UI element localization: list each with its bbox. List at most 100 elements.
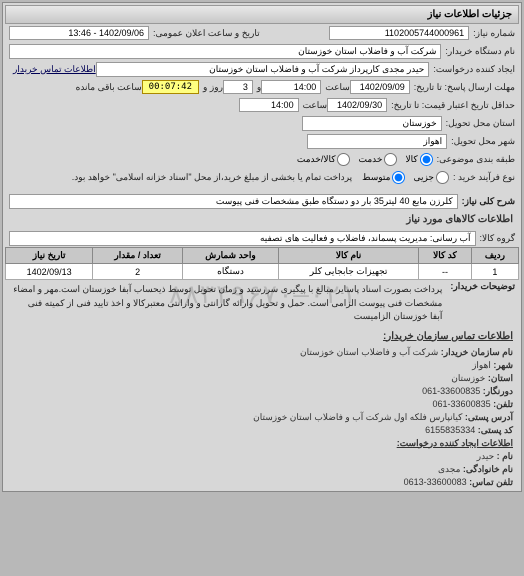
c-prov: استان: خوزستان bbox=[5, 372, 519, 385]
c-phone-k: تلفن: bbox=[493, 399, 513, 409]
row-request-number: شماره نیاز: 1102005744000961 تاریخ و ساع… bbox=[5, 24, 519, 42]
c-name-k: نام : bbox=[497, 451, 513, 461]
c-addr-k: آدرس پستی: bbox=[465, 412, 513, 422]
lbl-city: شهر محل تحویل: bbox=[447, 136, 515, 147]
c-org-k: نام سازمان خریدار: bbox=[441, 347, 513, 357]
row-notes: توضیحات خریدار: پرداخت بصورت اسناد پاسای… bbox=[5, 280, 519, 327]
lbl-buyer-device: نام دستگاه خریدار: bbox=[441, 46, 515, 57]
lbl-purchase: نوع فرآیند خرید : bbox=[449, 172, 515, 183]
radio-jozei[interactable]: جزیی bbox=[413, 171, 449, 184]
val-validity-date: 1402/09/30 bbox=[327, 98, 387, 112]
val-announce-dt: 1402/09/06 - 13:46 bbox=[9, 26, 149, 40]
lbl-hour2: ساعت bbox=[299, 100, 328, 111]
need-details-panel: جزئیات اطلاعات نیاز شماره نیاز: 11020057… bbox=[2, 2, 522, 492]
table-header-row: ردیف کد کالا نام کالا واحد شمارش تعداد /… bbox=[6, 248, 519, 264]
lbl-hour1: ساعت bbox=[321, 82, 350, 93]
c-lname-k: نام خانوادگی: bbox=[463, 464, 513, 474]
val-buyer-device: شرکت آب و فاضلاب استان خوزستان bbox=[9, 44, 441, 59]
table-row[interactable]: 1 -- تجهیزات جابجایی کلر دستگاه 2 1402/0… bbox=[6, 264, 519, 280]
row-deadline: مهلت ارسال پاسخ: تا تاریخ: 1402/09/09 سا… bbox=[5, 78, 519, 96]
radio-khedmat-lbl: خدمت bbox=[358, 154, 382, 165]
countdown-timer: 00:07:42 bbox=[142, 80, 199, 94]
c-addr-v: کیانپارس فلکه اول شرکت آب و فاضلاب استان… bbox=[253, 412, 462, 422]
radio-both-input[interactable] bbox=[337, 153, 350, 166]
th-2: نام کالا bbox=[279, 248, 419, 264]
row-buyer-device: نام دستگاه خریدار: شرکت آب و فاضلاب استا… bbox=[5, 42, 519, 60]
radio-khedmat-input[interactable] bbox=[384, 153, 397, 166]
val-requester: حیدر مجدی کارپرداز شرکت آب و فاضلاب استا… bbox=[96, 62, 430, 77]
c-addr: آدرس پستی: کیانپارس فلکه اول شرکت آب و ف… bbox=[5, 411, 519, 424]
c-fax-v: 33600835-061 bbox=[422, 386, 480, 396]
lbl-notes: توضیحات خریدار: bbox=[446, 281, 515, 292]
row-validity: حداقل تاریخ اعتبار قیمت: تا تاریخ: 1402/… bbox=[5, 96, 519, 114]
c-org-v: شرکت آب و فاضلاب استان خوزستان bbox=[300, 347, 438, 357]
c-fax: دورنگار: 33600835-061 bbox=[5, 385, 519, 398]
c-city-v: اهواز bbox=[472, 360, 491, 370]
td-0: 1 bbox=[471, 264, 518, 280]
c-postal-k: کد پستی: bbox=[478, 425, 513, 435]
c-tel: تلفن تماس: 33600083-0613 bbox=[5, 476, 519, 489]
radio-kala-lbl: کالا bbox=[405, 154, 417, 165]
td-1: -- bbox=[419, 264, 472, 280]
row-goods-group: گروه کالا: آب رسانی: مدیریت پسماند، فاضل… bbox=[5, 229, 519, 247]
row-city: شهر محل تحویل: اهواز bbox=[5, 132, 519, 150]
c-city-k: شهر: bbox=[493, 360, 513, 370]
c-fax-k: دورنگار: bbox=[483, 386, 513, 396]
c-creator-title: اطلاعات ایجاد کننده درخواست: bbox=[5, 437, 519, 450]
radio-both-lbl: کالا/خدمت bbox=[297, 154, 336, 165]
contact-section-title: اطلاعات تماس سازمان خریدار: bbox=[5, 327, 519, 346]
th-4: تعداد / مقدار bbox=[93, 248, 183, 264]
c-prov-v: خوزستان bbox=[451, 373, 485, 383]
lbl-day: و bbox=[253, 82, 261, 93]
c-name-v: حیدر bbox=[477, 451, 494, 461]
c-tel-v: 33600083-0613 bbox=[404, 477, 467, 487]
val-deadline-date: 1402/09/09 bbox=[350, 80, 410, 94]
lbl-validity: حداقل تاریخ اعتبار قیمت: تا تاریخ: bbox=[387, 100, 515, 111]
radio-jozei-lbl: جزیی bbox=[413, 172, 434, 183]
row-requester: ایجاد کننده درخواست: حیدر مجدی کارپرداز … bbox=[5, 60, 519, 78]
radio-kala[interactable]: کالا bbox=[405, 153, 432, 166]
td-2: تجهیزات جابجایی کلر bbox=[279, 264, 419, 280]
radio-kala-input[interactable] bbox=[420, 153, 433, 166]
lbl-day-suffix: روز و bbox=[199, 82, 223, 93]
lbl-deadline: مهلت ارسال پاسخ: تا تاریخ: bbox=[410, 82, 515, 93]
val-notes: پرداخت بصورت اسناد پاسایر مبالغ با پیگیر… bbox=[9, 281, 446, 326]
row-main-desc: شرح کلی نیاز: کلرزن مایع 40 لیتر35 بار د… bbox=[5, 192, 519, 210]
lbl-main-desc: شرح کلی نیاز: bbox=[458, 196, 515, 207]
th-1: کد کالا bbox=[419, 248, 472, 264]
radio-both[interactable]: کالا/خدمت bbox=[297, 153, 351, 166]
th-3: واحد شمارش bbox=[183, 248, 279, 264]
c-postal: کد پستی: 6155835334 bbox=[5, 424, 519, 437]
lbl-goods-group: گروه کالا: bbox=[476, 233, 515, 244]
purchase-radios: جزیی متوسط bbox=[362, 171, 449, 184]
c-tel-k: تلفن تماس: bbox=[469, 477, 513, 487]
radio-jozei-input[interactable] bbox=[436, 171, 449, 184]
category-radios: کالا خدمت کالا/خدمت bbox=[297, 153, 433, 166]
val-request-number: 1102005744000961 bbox=[329, 26, 469, 40]
lbl-announce-dt: تاریخ و ساعت اعلان عمومی: bbox=[149, 28, 260, 39]
link-buyer-contact[interactable]: اطلاعات تماس خریدار bbox=[9, 64, 96, 75]
radio-motavaset-lbl: متوسط bbox=[362, 172, 390, 183]
radio-motavaset-input[interactable] bbox=[392, 171, 405, 184]
th-0: ردیف bbox=[471, 248, 518, 264]
c-postal-v: 6155835334 bbox=[425, 425, 475, 435]
row-category: طبقه بندی موضوعی: کالا خدمت کالا/خدمت bbox=[5, 150, 519, 168]
val-validity-time: 14:00 bbox=[239, 98, 299, 112]
c-name: نام : حیدر bbox=[5, 450, 519, 463]
c-lname-v: مجدی bbox=[438, 464, 460, 474]
lbl-requester: ایجاد کننده درخواست: bbox=[429, 64, 515, 75]
val-city: اهواز bbox=[307, 134, 447, 149]
td-5: 1402/09/13 bbox=[6, 264, 93, 280]
c-phone-v: 33600835-061 bbox=[433, 399, 491, 409]
radio-motavaset[interactable]: متوسط bbox=[362, 171, 405, 184]
c-lname: نام خانوادگی: مجدی bbox=[5, 463, 519, 476]
lbl-request-number: شماره نیاز: bbox=[469, 28, 515, 39]
panel-header: جزئیات اطلاعات نیاز bbox=[5, 5, 519, 24]
c-city: شهر: اهواز bbox=[5, 359, 519, 372]
val-province: خوزستان bbox=[302, 116, 442, 131]
c-phone: تلفن: 33600835-061 bbox=[5, 398, 519, 411]
td-4: 2 bbox=[93, 264, 183, 280]
val-days: 3 bbox=[223, 80, 253, 94]
radio-khedmat[interactable]: خدمت bbox=[358, 153, 397, 166]
row-province: استان محل تحویل: خوزستان bbox=[5, 114, 519, 132]
